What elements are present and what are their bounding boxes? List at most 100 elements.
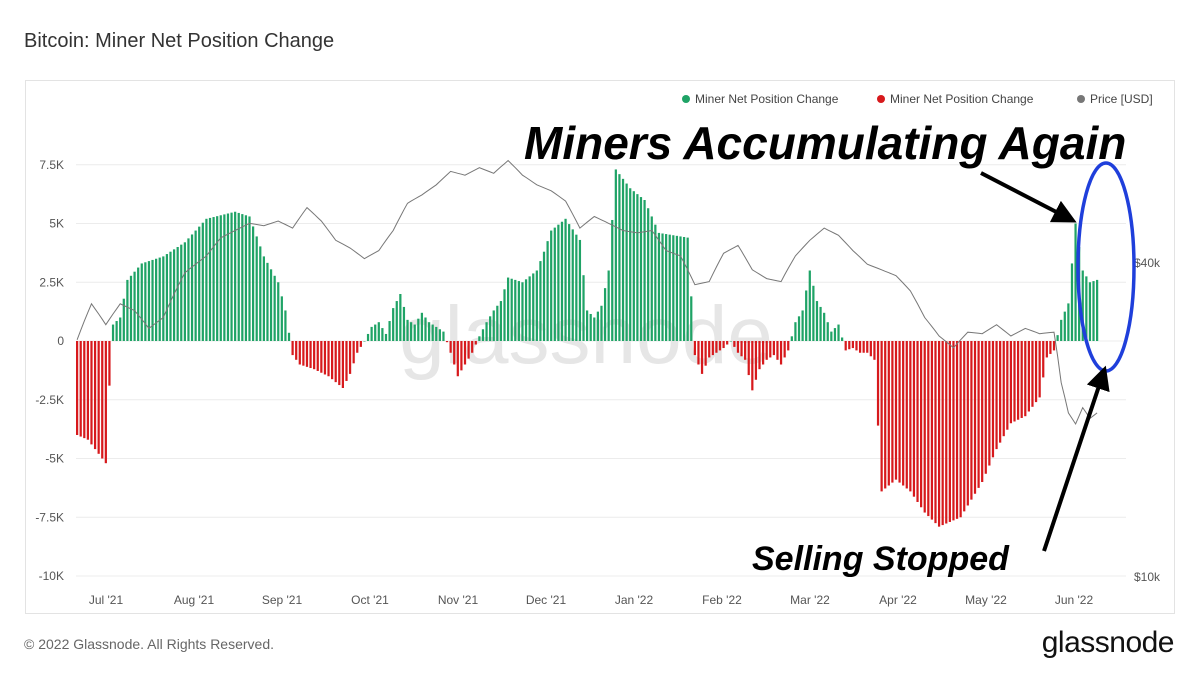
bar [819,306,822,341]
bar [151,259,154,341]
bar [790,336,793,341]
bar [550,230,553,341]
bar [952,341,955,521]
bar [230,212,233,341]
bar [111,324,115,341]
bar [1060,319,1063,341]
bar [783,341,786,358]
bar [165,254,169,341]
bar [970,341,973,500]
bar [101,341,104,459]
bar [873,341,876,360]
bar [435,326,438,341]
annotation-selling-stopped: Selling Stopped [752,540,1010,578]
bar [704,341,707,366]
bar [492,310,495,341]
bar [575,234,578,341]
bar [255,236,258,341]
bar [410,322,413,341]
bar [611,219,614,341]
bar [499,301,503,341]
legend-dot [877,95,885,103]
bar [920,341,923,508]
bar [851,341,854,349]
bar [241,214,244,341]
bar [427,322,431,341]
bar [334,341,337,383]
bar [711,341,714,356]
bar [244,215,248,341]
bar [190,234,194,341]
bar [693,341,696,356]
bar [331,341,334,380]
bar [812,285,815,341]
bar [844,341,847,351]
bar [485,322,488,341]
bar [955,341,959,519]
bar [1009,341,1013,424]
bar [1049,341,1052,354]
bar [140,263,143,341]
bar [162,256,165,341]
bar [736,341,740,353]
bar [93,341,97,450]
bar [359,341,362,347]
y-tick-label: -2.5K [35,393,64,407]
bar [593,317,596,341]
bar [858,341,862,353]
bar [212,217,215,341]
bar [528,276,531,342]
bar [420,312,424,341]
bar [424,317,427,341]
bar [539,261,542,341]
bar [467,341,470,359]
bar [1027,341,1030,412]
bar [309,341,312,369]
bar [571,229,574,342]
bar [1016,341,1020,420]
bar [607,270,610,341]
bar [223,214,226,341]
bar [542,251,546,341]
bar [356,341,359,353]
bar [90,341,93,445]
bar [377,322,380,341]
bar [460,341,463,371]
bar [388,321,391,341]
bar [1063,311,1066,342]
x-tick-label: Jan '22 [615,593,654,607]
bar [909,341,912,492]
bar [384,333,388,341]
bar [381,328,384,341]
bar [284,310,287,341]
footer-copyright: © 2022 Glassnode. All Rights Reserved. [24,636,275,652]
bar [991,341,995,458]
bar [251,226,255,341]
bar [841,337,844,341]
bar [104,341,107,464]
bar [657,232,661,341]
bar [1096,279,1099,341]
bar [216,216,219,341]
bar [679,236,682,341]
bar [1085,276,1088,342]
bar [754,341,758,380]
bar [83,341,86,439]
bar [672,235,675,341]
bar [370,326,373,341]
bar [237,212,240,341]
bar [269,269,273,341]
bar [690,296,693,341]
legend-dot [682,95,690,103]
bar [636,194,639,342]
bar [973,341,977,494]
bar [442,331,445,341]
bar [280,296,283,341]
bar [769,341,772,358]
bar [438,329,441,341]
bar [363,341,366,342]
y-tick-label: -7.5K [35,510,64,524]
bar [1074,223,1077,341]
bar [1052,341,1056,351]
